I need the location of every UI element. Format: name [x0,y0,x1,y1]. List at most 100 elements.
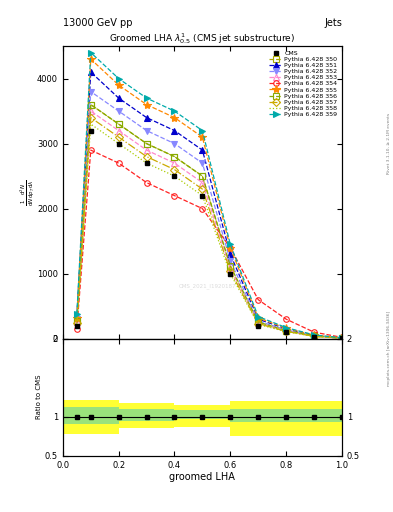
Pythia 6.428 351 [340,335,344,341]
Line: Pythia 6.428 358: Pythia 6.428 358 [77,124,342,338]
Pythia 6.428 354 [340,334,344,340]
Line: Pythia 6.428 354: Pythia 6.428 354 [74,147,345,340]
Pythia 6.428 359 [312,332,316,338]
Pythia 6.428 352 [116,108,121,114]
Pythia 6.428 356 [340,335,344,341]
CMS [200,193,205,199]
Pythia 6.428 356 [144,140,149,146]
Pythia 6.428 351 [256,316,261,322]
Pythia 6.428 359 [172,108,177,114]
Line: Pythia 6.428 352: Pythia 6.428 352 [74,89,345,341]
Pythia 6.428 356 [116,121,121,127]
Pythia 6.428 353 [172,160,177,166]
Pythia 6.428 353 [284,328,288,334]
Pythia 6.428 350 [172,154,177,160]
Pythia 6.428 359 [284,325,288,331]
Pythia 6.428 352 [340,335,344,341]
Pythia 6.428 350 [256,319,261,326]
Pythia 6.428 359 [144,95,149,101]
Pythia 6.428 353 [256,320,261,326]
Bar [147,402,174,429]
Line: Pythia 6.428 350: Pythia 6.428 350 [74,102,345,341]
Pythia 6.428 356 [75,318,79,324]
Pythia 6.428 351 [172,127,177,134]
Pythia 6.428 352 [200,160,205,166]
Pythia 6.428 353 [312,333,316,339]
Title: Groomed LHA $\lambda^{1}_{0.5}$ (CMS jet substructure): Groomed LHA $\lambda^{1}_{0.5}$ (CMS jet… [109,31,296,46]
Pythia 6.428 352 [88,89,93,95]
Text: 13000 GeV pp: 13000 GeV pp [63,18,132,28]
Bar [119,402,147,429]
Bar [63,408,91,424]
Pythia 6.428 354 [144,180,149,186]
Pythia 6.428 350 [88,101,93,108]
Pythia 6.428 354 [284,316,288,322]
CMS [256,323,261,329]
Bar [202,411,230,419]
Pythia 6.428 359 [228,241,233,247]
Bar [174,411,202,419]
Bar [91,408,119,424]
Pythia 6.428 350 [228,264,233,270]
Pythia 6.428 353 [88,108,93,114]
Pythia 6.428 356 [228,263,233,269]
Bar [230,401,244,436]
Pythia 6.428 355 [88,56,93,62]
Pythia 6.428 356 [88,101,93,108]
CMS [312,334,316,340]
Bar [63,399,91,434]
Pythia 6.428 357 [256,321,261,327]
Pythia 6.428 358 [88,121,93,127]
CMS [75,323,79,329]
Y-axis label: Ratio to CMS: Ratio to CMS [36,375,42,419]
Pythia 6.428 358 [172,173,177,179]
Pythia 6.428 357 [228,268,233,274]
Pythia 6.428 355 [256,315,261,321]
Pythia 6.428 351 [116,95,121,101]
Pythia 6.428 354 [116,160,121,166]
Pythia 6.428 356 [200,173,205,179]
Pythia 6.428 350 [116,121,121,127]
Line: Pythia 6.428 353: Pythia 6.428 353 [74,109,345,341]
Pythia 6.428 355 [228,245,233,251]
Pythia 6.428 356 [284,328,288,334]
Pythia 6.428 352 [312,333,316,339]
Pythia 6.428 357 [172,166,177,173]
Pythia 6.428 353 [228,265,233,271]
Text: Rivet 3.1.10, ≥ 2.1M events: Rivet 3.1.10, ≥ 2.1M events [387,113,391,174]
Bar [174,405,202,427]
Text: Jets: Jets [324,18,342,28]
CMS [228,270,233,276]
Pythia 6.428 354 [228,245,233,251]
CMS [144,160,149,166]
Pythia 6.428 358 [75,321,79,327]
Pythia 6.428 352 [256,318,261,324]
Pythia 6.428 357 [144,154,149,160]
CMS [340,335,344,342]
Line: Pythia 6.428 351: Pythia 6.428 351 [74,69,345,341]
Pythia 6.428 355 [284,325,288,331]
Pythia 6.428 351 [200,147,205,153]
Pythia 6.428 355 [75,315,79,321]
Bar [202,405,230,427]
Bar [147,409,174,420]
Pythia 6.428 355 [340,335,344,341]
CMS [172,173,177,179]
Pythia 6.428 359 [116,75,121,81]
Pythia 6.428 352 [172,140,177,146]
Pythia 6.428 358 [312,333,316,339]
Pythia 6.428 352 [228,258,233,264]
Pythia 6.428 353 [340,335,344,342]
Pythia 6.428 353 [75,318,79,325]
Pythia 6.428 351 [228,251,233,257]
Pythia 6.428 354 [172,193,177,199]
Pythia 6.428 353 [144,147,149,153]
Pythia 6.428 351 [144,115,149,121]
Pythia 6.428 355 [200,134,205,140]
Bar [258,401,342,436]
Bar [244,409,258,422]
Pythia 6.428 350 [75,319,79,326]
Legend: CMS, Pythia 6.428 350, Pythia 6.428 351, Pythia 6.428 352, Pythia 6.428 353, Pyt: CMS, Pythia 6.428 350, Pythia 6.428 351,… [268,49,339,118]
Pythia 6.428 355 [116,82,121,88]
Y-axis label: $\frac{1}{\mathrm{d}N}\frac{\mathrm{d}^2N}{\mathrm{d}p_T\,\mathrm{d}\lambda}$: $\frac{1}{\mathrm{d}N}\frac{\mathrm{d}^2… [18,179,35,206]
